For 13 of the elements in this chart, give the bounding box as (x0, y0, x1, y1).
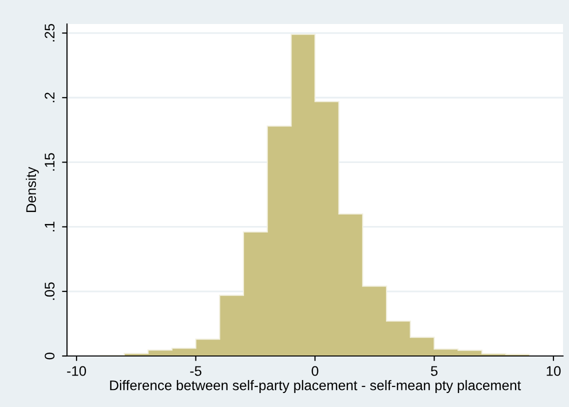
y-tick-label: .05 (44, 282, 55, 300)
y-axis-title: Density (26, 166, 39, 212)
y-tick-label: .25 (44, 24, 55, 42)
y-tick-label: .15 (44, 153, 55, 171)
x-tick-label: 0 (312, 366, 318, 376)
x-tick-label: 5 (430, 366, 438, 376)
x-tick-label: -5 (190, 366, 202, 376)
x-tick-label: 10 (546, 366, 561, 376)
y-tick-label: .1 (44, 222, 54, 232)
x-axis-title: Difference between self-party placement - self-mean pty placement (110, 380, 521, 394)
x-tick-label: -10 (67, 366, 86, 376)
y-tick-label: .2 (44, 92, 54, 102)
y-tick-label: 0 (44, 352, 55, 360)
